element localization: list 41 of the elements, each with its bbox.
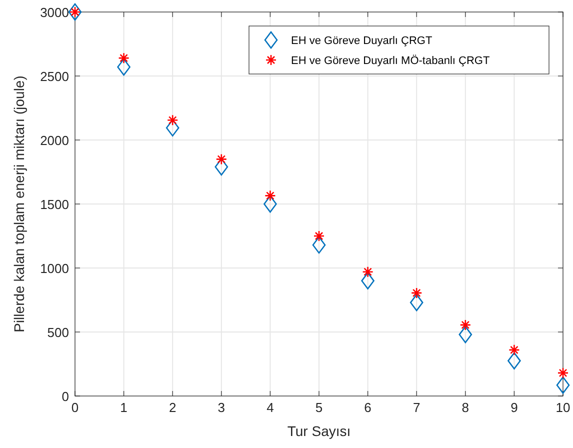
- x-tick-label: 10: [556, 400, 570, 415]
- point: [410, 287, 422, 299]
- point: [557, 367, 569, 379]
- x-tick-label: 8: [462, 400, 470, 415]
- x-tick-label: 9: [510, 400, 518, 415]
- point: [508, 352, 521, 370]
- point: [508, 344, 520, 356]
- point: [264, 195, 277, 213]
- point: [458, 326, 472, 344]
- point: [118, 52, 130, 64]
- y-tick-label: 2500: [40, 69, 69, 84]
- y-tick-label: 1000: [40, 261, 69, 276]
- legend-label: EH ve Göreve Duyarlı ÇRGT: [291, 35, 432, 47]
- y-tick-label: 2000: [40, 133, 69, 148]
- x-tick-label: 6: [364, 400, 372, 415]
- y-axis-title: Pillerde kalan toplam enerji miktarı (joule): [11, 76, 27, 332]
- x-tick-label: 2: [168, 400, 176, 415]
- x-tick-label: 1: [120, 400, 128, 415]
- y-tick-label: 3000: [40, 5, 69, 20]
- point: [216, 154, 228, 165]
- x-tick-label: 5: [315, 400, 323, 415]
- y-tick-label: 0: [62, 389, 69, 404]
- x-axis-title: Tur Sayısı: [287, 423, 351, 439]
- point: [460, 319, 472, 331]
- y-tick-label: 1500: [40, 197, 69, 212]
- y-tick-label: 500: [47, 325, 69, 340]
- legend-label: EH ve Göreve Duyarlı MÖ-tabanlı ÇRGT: [291, 54, 490, 67]
- point: [166, 114, 178, 126]
- point: [362, 266, 374, 278]
- point: [410, 294, 424, 312]
- x-tick-label: 3: [218, 400, 226, 415]
- point: [117, 58, 130, 76]
- point: [264, 190, 276, 202]
- x-tick-label: 4: [266, 400, 274, 415]
- point: [68, 3, 82, 21]
- x-tick-label: 7: [412, 400, 420, 415]
- point: [361, 272, 374, 290]
- x-tick-label: 0: [71, 400, 79, 415]
- point: [313, 230, 325, 242]
- point: [556, 376, 570, 394]
- point: [312, 236, 326, 254]
